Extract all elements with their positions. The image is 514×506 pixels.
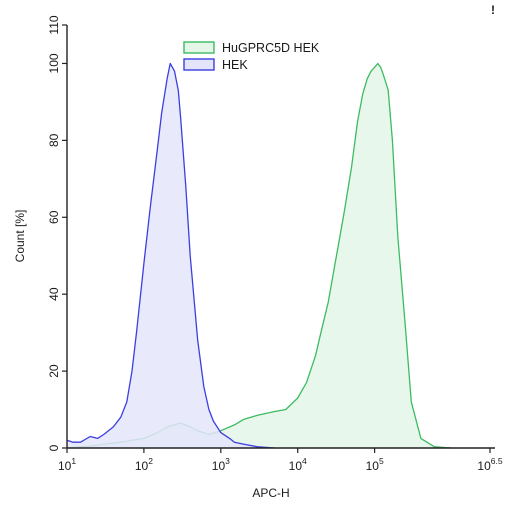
corner-mark: ! xyxy=(491,3,495,17)
series-area-0 xyxy=(67,63,452,448)
x-axis-title: APC-H xyxy=(252,486,289,500)
y-tick-label: 110 xyxy=(47,15,61,34)
y-tick-label: 40 xyxy=(47,287,61,301)
legend-swatch-1 xyxy=(183,58,215,71)
y-tick-label: 80 xyxy=(47,133,61,147)
y-tick-label: 100 xyxy=(47,53,61,73)
y-axis-title: Count [%] xyxy=(13,210,27,263)
y-tick-label: 20 xyxy=(47,364,61,378)
x-tick-label: 103 xyxy=(212,456,230,473)
y-ticks-layer: 0 20 40 60 80 100 110 xyxy=(47,15,67,451)
x-ticks-layer: 101 102 103 104 105 106.5 xyxy=(58,448,503,473)
y-tick-label: 0 xyxy=(47,444,61,451)
y-tick-label: 60 xyxy=(47,210,61,224)
series-line-1 xyxy=(66,62,275,449)
series-area-1 xyxy=(67,63,275,448)
axes-layer xyxy=(66,25,495,449)
x-tick-label: 104 xyxy=(289,456,307,473)
x-tick-label: 106.5 xyxy=(477,456,502,473)
legend-label-1: HEK xyxy=(222,58,248,72)
x-tick-label: 102 xyxy=(135,456,153,473)
legend-label-0: HuGPRC5D HEK xyxy=(222,41,320,55)
x-tick-label: 101 xyxy=(58,456,76,473)
legend: HuGPRC5D HEK HEK xyxy=(183,41,320,72)
legend-swatch-0 xyxy=(183,41,215,54)
series-layer xyxy=(66,62,452,449)
x-tick-label: 105 xyxy=(366,456,384,473)
